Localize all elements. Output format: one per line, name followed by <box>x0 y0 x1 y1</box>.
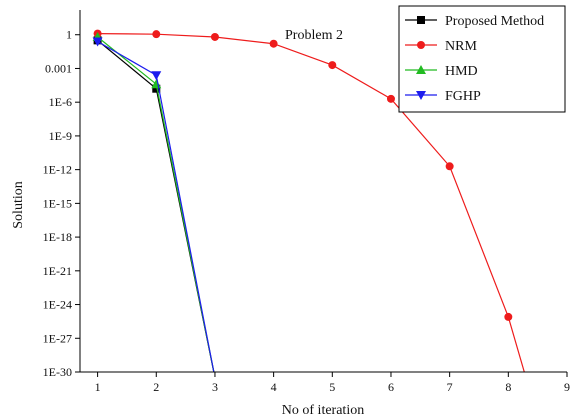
y-tick-label: 1E-21 <box>43 264 72 278</box>
data-point-nrm <box>386 94 395 103</box>
legend-swatch-marker <box>416 65 426 74</box>
x-tick-label: 5 <box>329 380 335 394</box>
legend-item-fghp: FGHP <box>405 89 481 104</box>
legend-item-hmd: HMD <box>405 64 478 79</box>
data-point-fghp <box>151 71 162 81</box>
data-point-nrm <box>210 32 219 41</box>
x-tick-label: 9 <box>564 380 570 394</box>
y-tick-label: 1E-30 <box>43 365 72 379</box>
legend-swatch-marker <box>417 16 425 24</box>
legend-box <box>398 5 566 113</box>
data-point-nrm <box>522 374 530 382</box>
y-tick-label: 1E-18 <box>43 230 72 244</box>
legend-item-proposed-method: Proposed Method <box>405 14 544 29</box>
legend-label: HMD <box>445 64 478 79</box>
x-tick-label: 4 <box>271 380 277 394</box>
legend: Proposed Method NRM HMD FGHP <box>398 5 566 113</box>
y-tick-label: 1E-24 <box>43 298 72 312</box>
y-tick-label: 1E-15 <box>43 196 72 210</box>
x-tick-label: 2 <box>153 380 159 394</box>
data-point-proposed-method <box>152 84 161 93</box>
data-point-nrm <box>504 312 513 321</box>
data-point-nrm <box>269 39 278 48</box>
y-tick-label: 1E-6 <box>49 95 72 109</box>
x-tick-label: 7 <box>447 380 453 394</box>
legend-label: NRM <box>445 39 477 54</box>
y-tick-label: 1E-12 <box>43 163 72 177</box>
x-tick-label: 8 <box>505 380 511 394</box>
legend-label: Proposed Method <box>445 14 544 29</box>
legend-swatch-marker <box>417 41 425 49</box>
x-tick-label: 3 <box>212 380 218 394</box>
legend-label: FGHP <box>445 89 481 104</box>
x-axis-title: No of iteration <box>282 403 364 418</box>
legend-item-nrm: NRM <box>405 39 477 54</box>
data-point-fghp <box>92 37 103 47</box>
y-tick-label: 0.001 <box>45 61 72 75</box>
chart-title: Problem 2 <box>285 28 343 43</box>
data-point-nrm <box>328 61 337 70</box>
y-tick-label: 1E-9 <box>49 129 72 143</box>
data-point-nrm <box>152 30 161 39</box>
x-tick-label: 6 <box>388 380 394 394</box>
series-fghp <box>92 37 215 372</box>
y-axis-title: Solution <box>11 181 26 228</box>
legend-swatch-marker <box>416 91 426 100</box>
y-tick-label: 1 <box>66 28 72 42</box>
x-tick-label: 1 <box>95 380 101 394</box>
y-tick-label: 1E-27 <box>43 331 72 345</box>
data-point-nrm <box>445 162 454 171</box>
